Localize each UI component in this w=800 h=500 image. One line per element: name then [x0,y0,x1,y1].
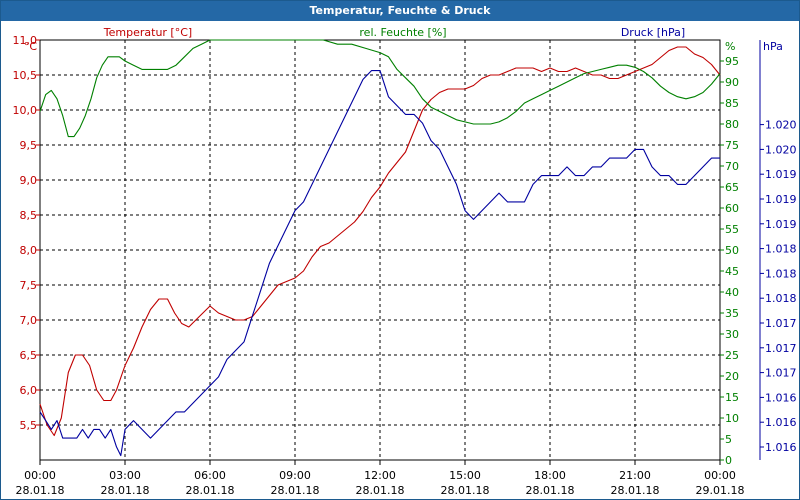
humidity-tick-label: 85 [725,97,739,110]
x-tick-date: 28.01.18 [526,484,575,497]
pressure-tick-label: 1.016 [765,416,797,429]
temperature-tick-label: 7,5 [20,279,38,292]
humidity-tick-label: 5 [725,433,732,446]
humidity-tick-label: 65 [725,181,739,194]
pressure-tick-label: 1.017 [765,317,797,330]
x-tick-date: 28.01.18 [441,484,490,497]
x-tick-date: 28.01.18 [611,484,660,497]
humidity-tick-label: 35 [725,307,739,320]
temperature-tick-label: 10,5 [13,69,38,82]
pressure-tick-label: 1.019 [765,168,797,181]
x-tick-time: 06:00 [194,469,226,482]
humidity-tick-label: 90 [725,76,739,89]
x-tick-date: 28.01.18 [186,484,235,497]
pressure-tick-label: 1.018 [765,267,797,280]
pressure-tick-label: 1.017 [765,367,797,380]
humidity-tick-label: 25 [725,349,739,362]
x-tick-time: 12:00 [364,469,396,482]
humidity-unit: % [725,40,735,53]
series-layer [39,39,721,457]
pressure-tick-label: 1.019 [765,218,797,231]
humidity-tick-label: 80 [725,118,739,131]
pressure-tick-label: 1.017 [765,342,797,355]
pressure-tick-label: 1.018 [765,243,797,256]
chart-title: Temperatur, Feuchte & Druck [309,4,491,17]
x-tick-date: 28.01.18 [271,484,320,497]
x-tick-date: 28.01.18 [356,484,405,497]
x-tick-time: 18:00 [534,469,566,482]
pressure-axis-label: Druck [hPa] [621,26,685,39]
axes-layer: 00:00 28.01.18 03:00 28.01.18 06:00 28.01.18 0… [13,34,797,497]
humidity-tick-label: 60 [725,202,739,215]
x-tick-time: 03:00 [109,469,141,482]
temperature-tick-label: 11,0 [13,34,38,47]
x-tick-date: 28.01.18 [16,484,65,497]
humidity-tick-label: 50 [725,244,739,257]
x-tick-time: 00:00 [24,469,56,482]
temperature-series-line [39,46,721,437]
humidity-tick-label: 55 [725,223,739,236]
humidity-series-line [39,39,721,138]
temperature-tick-label: 5,5 [20,419,38,432]
x-tick-date: 28.01.18 [101,484,150,497]
temperature-axis-label: Temperatur [°C] [103,26,192,39]
humidity-tick-label: 40 [725,286,739,299]
humidity-axis-label: rel. Feuchte [%] [359,26,446,39]
pressure-unit: hPa [763,40,783,53]
pressure-tick-label: 1.020 [765,119,797,132]
x-tick-time: 15:00 [449,469,481,482]
temperature-tick-label: 10,0 [13,104,38,117]
humidity-tick-label: 75 [725,139,739,152]
temperature-tick-label: 7,0 [20,314,38,327]
humidity-tick-label: 95 [725,55,739,68]
temperature-tick-label: 8,0 [20,244,38,257]
x-tick-date: 29.01.18 [696,484,745,497]
pressure-tick-label: 1.016 [765,441,797,454]
humidity-tick-label: 30 [725,328,739,341]
x-tick-time: 21:00 [619,469,651,482]
pressure-tick-label: 1.016 [765,391,797,404]
temperature-unit: °C [24,40,38,53]
temperature-tick-label: 6,5 [20,349,38,362]
temperature-tick-label: 6,0 [20,384,38,397]
temperature-tick-label: 9,5 [20,139,38,152]
title-bar: Temperatur, Feuchte & Druck [1,1,799,21]
pressure-tick-label: 1.019 [765,193,797,206]
humidity-tick-label: 70 [725,160,739,173]
humidity-tick-label: 20 [725,370,739,383]
x-tick-time: 00:00 [704,469,736,482]
x-tick-time: 09:00 [279,469,311,482]
temperature-tick-label: 8,5 [20,209,38,222]
humidity-tick-label: 15 [725,391,739,404]
humidity-tick-label: 10 [725,412,739,425]
pressure-series-line [39,70,720,457]
pressure-tick-label: 1.020 [765,143,797,156]
temperature-tick-label: 9,0 [20,174,38,187]
pressure-tick-label: 1.018 [765,292,797,305]
grid [40,40,720,460]
humidity-tick-label: 0 [725,454,732,467]
humidity-tick-label: 45 [725,265,739,278]
